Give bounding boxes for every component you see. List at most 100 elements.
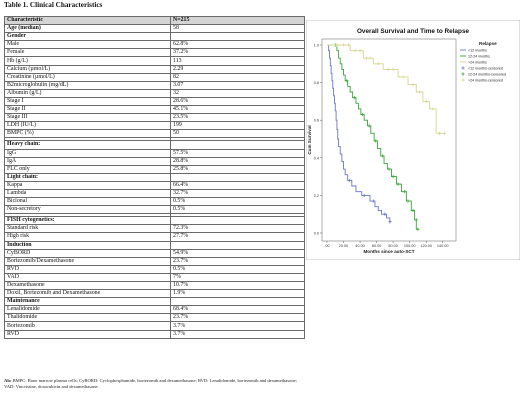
- row-value: 28.6%: [170, 96, 305, 107]
- row-value: 23.7%: [170, 313, 305, 323]
- row-label: Dexamethasone: [4, 280, 171, 291]
- censor-mark: [380, 154, 384, 158]
- row-value: 37.2%: [170, 48, 305, 58]
- censor-mark: [367, 124, 371, 128]
- row-label: BMPC (%): [4, 129, 171, 139]
- row-label: Female: [4, 48, 171, 58]
- censor-mark: [365, 56, 369, 60]
- censor-mark: [368, 56, 372, 60]
- row-label: FLC only: [4, 164, 171, 174]
- table-section-row: Maintenance: [4, 297, 305, 307]
- censor-mark: [383, 212, 387, 216]
- censor-mark: [341, 43, 346, 47]
- row-value: 57.5%: [170, 148, 305, 158]
- row-value: 0.5%: [170, 264, 305, 274]
- legend-label: >24 months-censored: [468, 78, 503, 82]
- censor-mark: [358, 49, 362, 53]
- row-value: 23.7%: [170, 256, 305, 266]
- censor-mark: [352, 96, 356, 100]
- x-tick-label: 20.00: [339, 244, 349, 248]
- legend-label: <12 months-censored: [468, 66, 503, 70]
- row-value: [170, 32, 305, 42]
- table-body: Characteristic N=215 Age (median) 58 Gende…: [4, 15, 305, 339]
- row-value: 113: [170, 56, 305, 66]
- y-tick-label: 1.0: [314, 44, 319, 48]
- table-row: Creatinine (µmol/L) 82: [4, 72, 305, 82]
- censor-mark: [396, 182, 400, 186]
- x-tick-label: 40.00: [355, 244, 365, 248]
- row-value: [170, 216, 305, 226]
- censor-mark: [442, 131, 446, 135]
- row-label: CyBORD: [4, 248, 171, 258]
- table-row: FLC only 25.8%: [4, 164, 305, 174]
- row-value: 0.5%: [170, 205, 305, 215]
- legend-label: >24 months: [468, 60, 487, 64]
- table-section-row: Gender: [4, 32, 305, 42]
- table-title: Table 1. Clinical Characteristics: [4, 1, 103, 9]
- table-row: Stage II 45.1%: [4, 105, 305, 115]
- censor-mark: [411, 208, 415, 213]
- table-row: Lenalidomide 68.4%: [4, 305, 305, 315]
- row-value: 23.5%: [170, 113, 305, 123]
- legend-label: <12 months: [468, 48, 487, 52]
- row-label: Stage III: [4, 113, 171, 123]
- table-section-row: FISH cytogenetics:: [4, 216, 305, 226]
- y-tick-label: 0.6: [314, 119, 319, 123]
- km-curve-series-0: [327, 44, 392, 223]
- clinical-characteristics-table: Characteristic N=215 Age (median) 58 Gende…: [4, 15, 305, 339]
- table-row: RVD 3.7%: [4, 329, 305, 339]
- row-value: 199: [170, 121, 305, 131]
- table-row: Bortezomib 3.7%: [4, 321, 305, 331]
- row-label: Standard risk: [4, 224, 171, 234]
- row-label: Non-secretory: [4, 205, 171, 215]
- row-label: Hb (g/L): [4, 56, 171, 66]
- censor-mark: [386, 67, 390, 72]
- table-section-row: Induction: [4, 240, 305, 250]
- table-row: Albumin (g/L) 32: [4, 88, 305, 98]
- row-label: Stage II: [4, 105, 171, 115]
- km-curve-series-1: [327, 44, 418, 230]
- censor-mark: [346, 43, 351, 47]
- table-row: Non-secretory 0.5%: [4, 205, 305, 215]
- table-row: Standard risk 72.3%: [4, 224, 305, 234]
- row-label: B2microglobulin (mg/dL): [4, 80, 171, 90]
- header-characteristic: Characteristic: [4, 15, 171, 26]
- table-section-row: Age (median) 58: [4, 24, 305, 34]
- censor-mark: [406, 199, 410, 203]
- row-value: 82: [170, 72, 305, 82]
- plot-area: [321, 38, 457, 242]
- table-section-row: Light chain:: [4, 172, 305, 182]
- table-row: RVD 0.5%: [4, 264, 305, 274]
- abbreviations-text: BMPC: Bone marrow plasma cells; CyBORD: …: [4, 378, 297, 389]
- row-value: [170, 240, 305, 250]
- censor-mark: [388, 220, 392, 224]
- kaplan-meier-chart: Overall Survival and Time to Relapse 0.0…: [306, 20, 520, 260]
- censor-mark: [362, 193, 366, 197]
- censor-mark: [411, 82, 415, 87]
- censor-mark: [387, 167, 391, 171]
- table-row: Bortezomib/Dexamethasone 23.7%: [4, 256, 305, 266]
- x-tick-label: 140.00: [437, 244, 449, 248]
- abbreviations-prefix: Ab:: [4, 378, 12, 383]
- table-section-row: Heavy chain:: [4, 140, 305, 150]
- censor-mark: [414, 218, 418, 222]
- censor-mark: [371, 199, 375, 203]
- table-row: Biclonal 0.5%: [4, 197, 305, 207]
- legend-swatch-plus: [461, 72, 465, 76]
- legend-swatch-plus: [461, 78, 465, 82]
- row-label: Male: [4, 40, 171, 50]
- censor-mark: [424, 99, 428, 103]
- table-row: High risk 27.7%: [4, 232, 305, 242]
- table-row: Calcium (µmol/L) 2.29: [4, 64, 305, 74]
- censor-mark: [391, 175, 395, 179]
- row-value: 66.4%: [170, 180, 305, 190]
- x-axis: .00 20.00 40.00 60.00 80.00 100.00 120.00 140.0…: [324, 241, 449, 248]
- x-tick-label: 60.00: [372, 244, 382, 248]
- row-value: 10.7%: [170, 280, 305, 291]
- row-label: Creatinine (µmol/L): [4, 72, 171, 82]
- censor-mark: [401, 75, 405, 79]
- y-tick-label: 0.8: [314, 81, 319, 85]
- row-value: [170, 172, 305, 182]
- table-row: B2microglobulin (mg/dL) 3.07: [4, 80, 305, 90]
- row-label: Thalidomide: [4, 313, 171, 323]
